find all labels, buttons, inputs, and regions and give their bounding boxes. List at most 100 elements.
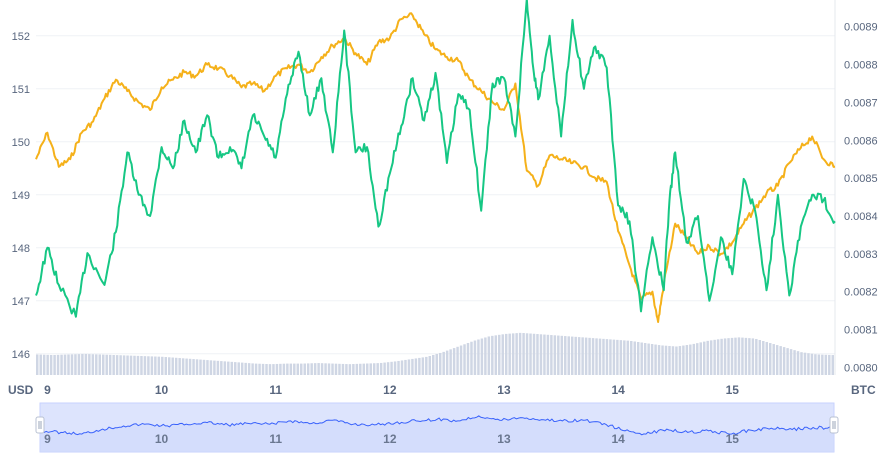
left-unit-label: USD <box>8 383 34 397</box>
volume-bar <box>140 356 143 375</box>
navigator-right-handle[interactable] <box>829 416 839 434</box>
volume-bar <box>352 364 355 375</box>
volume-bar <box>393 361 397 375</box>
range-navigator[interactable]: 9 10 11 12 13 14 15 <box>35 402 839 453</box>
volume-bar <box>768 343 772 375</box>
volume-bar <box>591 338 595 375</box>
volume-bar <box>126 355 129 375</box>
volume-bar <box>39 354 42 375</box>
navigator-area <box>40 415 834 452</box>
volume-bar <box>567 336 570 375</box>
x-axis-ticks: 9 10 11 12 13 14 15 <box>44 383 739 397</box>
volume-bar <box>605 339 609 375</box>
volume-bar <box>397 360 400 375</box>
navigator-left-handle[interactable] <box>35 416 45 434</box>
volume-bar <box>706 340 709 375</box>
volume-bar <box>456 346 459 375</box>
volume-bar <box>36 354 39 375</box>
volume-bar <box>220 361 223 375</box>
volume-bar <box>824 354 828 375</box>
volume-bar <box>268 364 272 375</box>
volume-bar <box>227 361 230 375</box>
volume-bar <box>522 333 525 375</box>
navigator-tick-label: 12 <box>383 432 397 446</box>
volume-bar <box>157 356 161 375</box>
volume-bar <box>438 352 442 375</box>
volume-bar <box>463 344 466 375</box>
volume-bar <box>171 357 174 375</box>
volume-bar <box>275 363 279 375</box>
volume-bar <box>751 338 755 375</box>
volume-bar <box>289 363 293 375</box>
volume-bar <box>626 340 630 375</box>
volume-bar <box>720 338 723 375</box>
volume-bar <box>320 363 324 375</box>
volume-bar <box>359 363 362 375</box>
volume-bar <box>251 363 254 375</box>
volume-bar <box>584 337 588 375</box>
volume-bar <box>765 342 768 375</box>
volume-bar <box>74 354 77 375</box>
volume-bar <box>115 355 119 375</box>
volume-bar <box>480 338 484 375</box>
volume-bar <box>654 344 657 375</box>
volume-bar <box>240 362 244 375</box>
right-tick-label: 0.0082 <box>844 287 878 299</box>
volume-bar <box>164 357 168 375</box>
left-tick-label: 146 <box>12 349 30 361</box>
volume-bar <box>817 354 821 375</box>
right-tick-label: 0.0080 <box>844 362 878 374</box>
volume-bar <box>602 338 605 375</box>
volume-bar <box>265 363 268 375</box>
volume-bar <box>435 353 438 375</box>
volume-bar <box>775 345 779 375</box>
volume-bar <box>195 359 199 375</box>
right-tick-label: 0.0083 <box>844 249 878 261</box>
volume-bar <box>598 338 602 375</box>
volume-bar <box>831 355 834 375</box>
volume-bar <box>386 362 390 375</box>
volume-bar <box>758 339 762 375</box>
volume-bar <box>449 349 452 375</box>
navigator-tick-label: 13 <box>497 432 511 446</box>
volume-bar <box>553 335 557 375</box>
volume-bar <box>112 354 115 375</box>
volume-bar <box>525 333 529 375</box>
volume-bar <box>133 355 136 375</box>
volume-bar <box>88 354 91 375</box>
volume-bar <box>755 338 758 375</box>
volume-bar <box>362 363 366 375</box>
volume-bar <box>341 363 345 375</box>
right-tick-label: 0.0088 <box>844 60 878 72</box>
volume-bar <box>244 362 247 375</box>
volume-bar <box>459 345 463 375</box>
volume-bar <box>518 332 522 375</box>
volume-bar <box>612 339 616 375</box>
right-tick-label: 0.0081 <box>844 325 878 337</box>
volume-bar <box>730 337 734 375</box>
volume-bar <box>734 337 737 375</box>
x-tick-label: 12 <box>383 383 397 397</box>
volume-bar <box>515 333 518 375</box>
volume-bar <box>539 334 543 375</box>
volume-bar <box>95 354 98 375</box>
volume-bar <box>616 339 619 375</box>
volume-bar <box>494 335 498 375</box>
volume-bar <box>46 354 49 375</box>
volume-bar <box>102 354 105 375</box>
navigator-tick-label: 15 <box>726 432 740 446</box>
volume-bar <box>272 364 275 375</box>
volume-bar <box>303 363 306 375</box>
volume-bar <box>334 363 338 375</box>
left-tick-label: 148 <box>12 243 30 255</box>
volume-bar <box>789 349 793 375</box>
volume-bar <box>630 340 633 375</box>
volume-bar <box>709 340 713 375</box>
volume-bar <box>619 340 623 375</box>
volume-bar <box>737 337 741 375</box>
volume-bar <box>574 336 577 375</box>
volume-bar <box>643 343 647 375</box>
x-tick-label: 11 <box>269 383 282 397</box>
volume-bar <box>581 337 584 375</box>
volume-bar <box>487 336 491 375</box>
